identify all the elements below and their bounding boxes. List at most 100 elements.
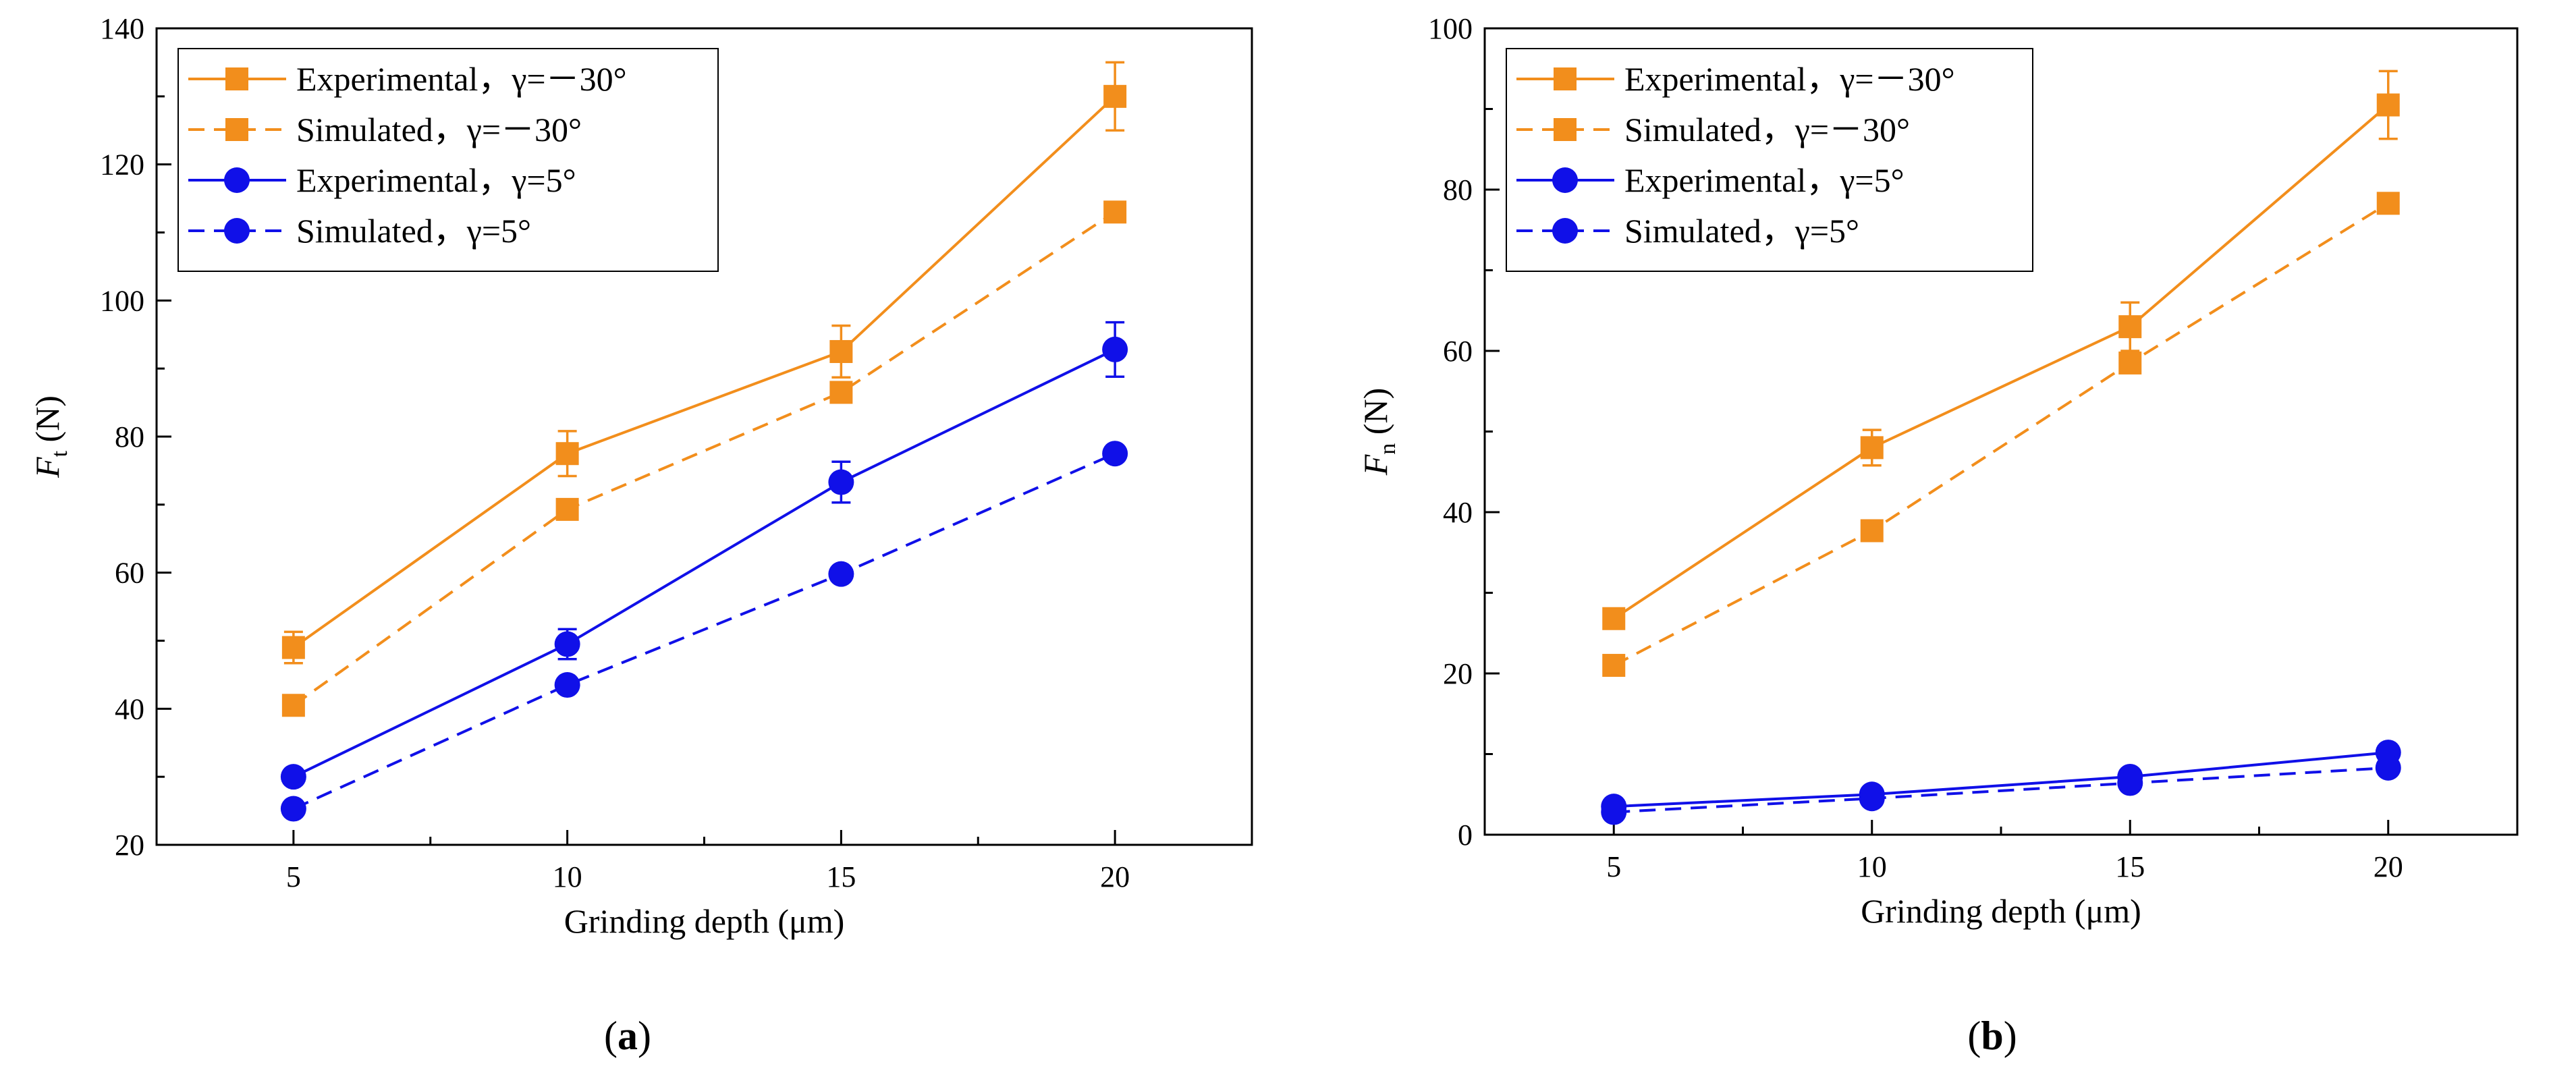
y-tick-label: 20 [115,829,144,862]
x-tick-label: 20 [2374,850,2403,883]
data-point-square [829,381,853,404]
data-point-square [1103,200,1127,224]
legend-label: Experimental，γ=5° [296,161,576,199]
y-tick-label: 100 [1428,12,1473,45]
legend-label: Simulated，γ=－30° [296,111,582,148]
panel-label-close: ) [2004,1014,2017,1058]
data-point-square [2118,315,2142,339]
series-line [293,348,1116,778]
data-point-square [2376,192,2400,215]
series-1 [281,200,1127,717]
data-point-circle [2375,754,2401,781]
legend-label: Experimental，γ=－30° [296,60,627,98]
data-point-square [281,694,305,717]
data-point-square [2118,351,2142,375]
legend-marker-square [1554,118,1577,141]
data-point-circle [1102,441,1128,467]
data-point-square [1602,654,1626,677]
legend: Experimental，γ=－30° Simulated，γ=－30° Exper… [177,48,719,272]
series-line [1613,104,2390,620]
y-tick-label: 0 [1458,819,1473,852]
x-tick-label: 15 [2115,850,2145,883]
data-point-square [1860,519,1884,543]
legend-marker-square [225,118,248,141]
y-axis-title-symbol: F [1356,454,1394,476]
y-axis-title-unit: (N) [28,395,66,451]
legend-label: Simulated，γ=5° [296,212,531,250]
series-line [292,95,1116,649]
y-axis-title: Fn (N) [1356,388,1400,476]
x-axis-title: Grinding depth (μm) [564,902,845,940]
data-point-square [1860,436,1884,460]
data-point-circle [1102,336,1128,362]
chart-panel-a: 5 10 15 20 20 40 60 80 100 120 140 Grinding depth (… [28,12,1253,1058]
y-tick-label: 120 [100,148,144,182]
legend-marker-circle [1552,167,1578,193]
y-axis-title: Ft (N) [28,395,72,478]
legend-label: Experimental，γ=－30° [1624,60,1955,98]
series-0 [1602,70,2400,630]
panel-label-close: ) [638,1014,651,1058]
y-axis-title-unit: (N) [1356,388,1394,443]
panel-label: (b) [1967,1014,2017,1058]
legend-marker-square [1554,67,1577,90]
legend: Experimental，γ=－30° Simulated，γ=－30° Exper… [1506,48,2033,272]
y-axis-title-subscript: t [47,450,72,457]
legend-label: Simulated，γ=－30° [1624,111,1910,148]
series-3 [1601,754,2401,825]
data-point-circle [1601,799,1627,825]
panel-label-open: ( [604,1014,618,1058]
data-point-circle [828,469,854,495]
data-point-circle [280,764,306,790]
x-axis-title: Grinding depth (μm) [1861,892,2141,930]
x-tick-label: 20 [1100,860,1130,893]
x-tick-label: 10 [553,860,582,893]
panel-label-letter: a [618,1014,638,1058]
y-tick-label: 40 [115,692,144,725]
x-tick-label: 5 [1606,850,1621,883]
data-point-circle [1859,785,1885,812]
legend-box [1506,48,2033,272]
legend-marker-square [225,67,248,90]
y-tick-label: 80 [1443,173,1473,206]
series-line [1614,766,2388,814]
series-line [293,452,1116,810]
data-point-square [555,442,579,466]
y-tick-label: 40 [1443,496,1473,529]
series-line [1614,751,2388,808]
y-tick-label: 80 [115,420,144,453]
data-point-circle [280,796,306,822]
x-tick-label: 5 [286,860,301,893]
series-3 [280,441,1128,822]
panel-label-letter: b [1981,1014,2003,1058]
data-point-circle [554,672,580,698]
data-point-circle [2117,770,2143,796]
series-0 [281,61,1127,665]
chart-panel-b: 5 10 15 20 0 20 40 60 80 100 Grinding depth (μm) Fn… [1356,12,2519,1058]
y-axis-title-subscript: n [1375,443,1400,455]
series-1 [1602,192,2400,677]
data-point-circle [828,561,854,587]
data-point-circle [554,631,580,657]
series-2 [280,321,1128,790]
series-line [292,211,1116,706]
data-point-square [281,636,305,659]
data-point-square [555,497,579,521]
x-tick-label: 15 [826,860,856,893]
y-tick-label: 20 [1443,657,1473,690]
y-tick-label: 100 [100,284,144,317]
data-point-square [2376,93,2400,117]
data-point-square [829,339,853,363]
legend-marker-circle [1552,218,1578,244]
y-tick-label: 60 [1443,335,1473,368]
panel-label: (a) [604,1014,651,1058]
legend-label: Simulated，γ=5° [1624,212,1859,250]
x-tick-label: 10 [1857,850,1887,883]
y-axis-title-symbol: F [28,457,66,478]
data-point-square [1602,607,1626,630]
y-tick-label: 140 [100,12,144,45]
data-point-square [1103,84,1127,108]
legend-marker-circle [224,167,250,193]
legend-label: Experimental，γ=5° [1624,161,1904,199]
